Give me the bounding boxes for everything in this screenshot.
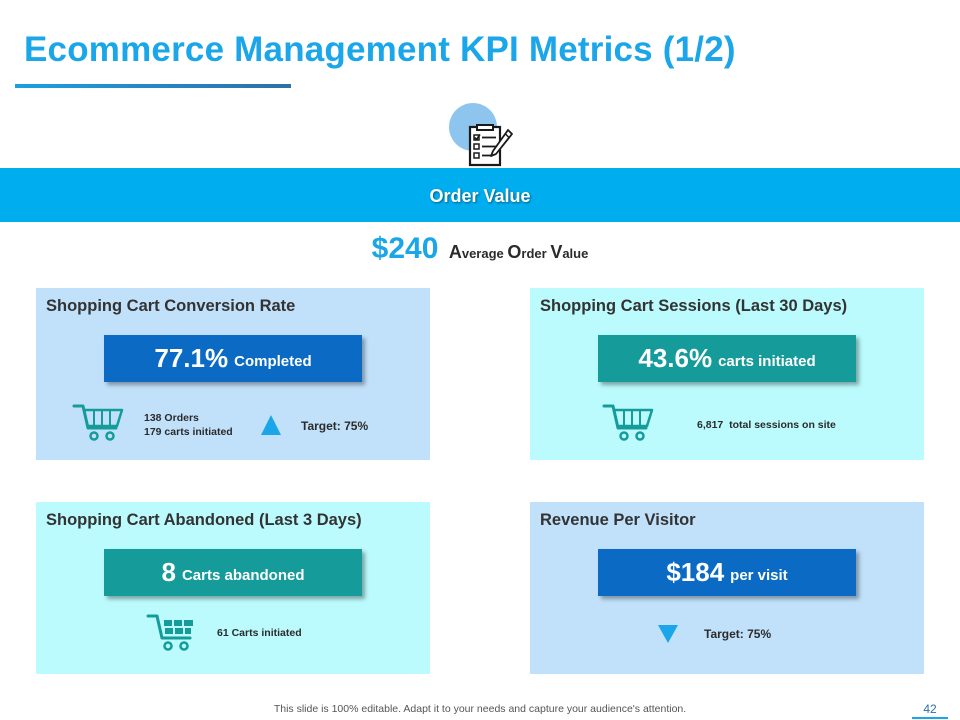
metric-value: $184 [666,557,725,587]
panel-revenue-per-visitor: Revenue Per Visitor $184 per visit Targe… [530,502,924,674]
panel-title: Revenue Per Visitor [540,511,696,529]
metric-label: per visit [730,567,788,584]
checklist-icon [468,124,513,167]
footer-note: This slide is 100% editable. Adapt it to… [273,703,687,715]
panel-title: Shopping Cart Sessions (Last 30 Days) [540,297,848,315]
slide-title: Ecommerce Management KPI Metrics (1/2) [24,30,736,69]
metric-label: carts initiated [718,353,816,370]
target-label: Target: 75% [704,627,772,641]
banner-label: Order Value [429,186,531,206]
page-number: 42 [912,702,948,719]
metric-value: 77.1% [154,343,229,373]
aov-label: Average Order Value [448,242,589,262]
metric-box: 8 Carts abandoned [104,549,362,596]
aov-amount: $240 [371,232,439,265]
panel-cart-abandoned: Shopping Cart Abandoned (Last 3 Days) 8 … [36,502,430,674]
title-underline [15,84,291,88]
order-value-banner [0,168,960,222]
metric-box: 77.1% Completed [104,335,362,382]
average-order-value: $240 Average Order Value [0,232,960,266]
shopping-cart-icon [602,404,654,441]
metric-label: Completed [234,353,312,370]
triangle-up-icon [261,415,281,435]
detail-text: 61 Carts initiated [217,627,302,639]
shopping-cart-icon [72,404,124,441]
metric-box: $184 per visit [598,549,856,596]
detail-text: 6,817 total sessions on site [697,419,836,431]
panel-title: Shopping Cart Conversion Rate [46,297,296,315]
triangle-down-icon [658,625,678,643]
metric-value: 8 [161,557,176,587]
metric-label: Carts abandoned [181,567,305,584]
panel-title: Shopping Cart Abandoned (Last 3 Days) [46,511,362,529]
shopping-cart-icon [146,614,193,651]
detail-text: 138 Orders 179 carts initiated [144,412,233,438]
panel-conversion-rate: Shopping Cart Conversion Rate 77.1% Comp… [36,288,430,460]
metric-value: 43.6% [638,343,713,373]
panel-cart-sessions: Shopping Cart Sessions (Last 30 Days) 43… [530,288,924,460]
metric-box: 43.6% carts initiated [598,335,856,382]
target-label: Target: 75% [301,419,369,433]
